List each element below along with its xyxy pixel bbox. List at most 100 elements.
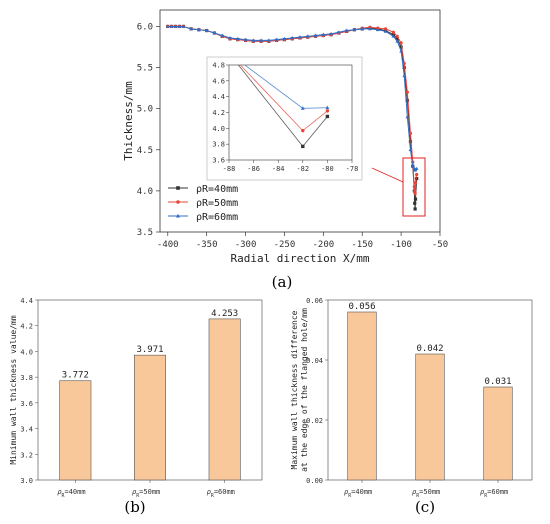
y-tick-label: 4.4 [20,297,33,305]
y-tick-label: 3.5 [137,228,153,238]
triangle-marker [391,34,396,38]
y-axis-ticks: 3.0 3.2 3.4 3.6 3.8 4.0 4.2 4.4 [20,297,38,485]
y-tick-label: 0.04 [306,357,323,365]
bar-value-label: 3.971 [136,345,163,355]
x-category-label: ρR=60mm [480,488,508,499]
square-marker [408,139,413,144]
x-axis-label: Radial direction X/mm [230,252,369,265]
circle-marker [408,131,413,135]
triangle-marker [408,147,413,152]
panel-label-b: (b) [124,498,145,516]
square-marker [413,207,417,211]
panel-label-c: (c) [415,498,435,516]
circle-marker [415,172,419,177]
circle-marker [413,189,417,193]
circle-marker [325,109,330,113]
x-tick-label: -150 [351,240,373,250]
triangle-marker [236,36,240,41]
inset-y-tick-label: 3.8 [212,141,225,149]
triangle-marker [405,114,410,119]
y-tick-label: 4.0 [137,187,153,197]
triangle-marker [251,38,256,42]
square-marker [301,144,305,149]
inset-x-tick-label: -80 [321,165,334,173]
bars: 3.772 ρR=40mm 3.971 ρR=50mm 4.253 ρR=60mm [57,309,241,499]
square-marker [413,201,417,205]
bar-value-label: 4.253 [211,309,238,319]
inset-y-tick-label: 4.6 [212,77,225,85]
y-axis-label-line-1: Maximum wall thickness difference [290,310,299,469]
triangle-marker [177,24,182,28]
y-tick-label: 3.0 [20,477,33,485]
bar-value-label: 0.042 [416,344,443,354]
circle-marker [413,191,417,195]
triangle-marker [321,32,326,36]
legend-label: ρR=60mm [196,212,238,223]
y-tick-label: 3.2 [20,451,33,459]
circle-marker [399,41,403,45]
triangle-marker [189,26,193,31]
y-tick-label: 0.00 [306,477,323,485]
x-category-label: ρR=40mm [57,488,85,499]
square-marker [415,176,419,181]
x-tick-label: -400 [157,240,179,250]
circle-marker [395,34,399,38]
inset-y-tick-label: 4.4 [212,93,225,101]
x-category-label: ρR=50mm [412,488,440,499]
triangle-marker [267,38,271,42]
bar [483,386,513,481]
x-category-label: ρR=60mm [207,488,235,499]
max-thickness-diff-bar-chart: 0.00 0.02 0.04 0.06 0.056 ρR=40mm 0.042 ρR=50m… [290,297,533,516]
x-tick-label: -100 [390,240,412,250]
x-category-label: ρR=50mm [132,488,160,499]
inset-background [206,56,363,181]
circle-marker [383,27,388,31]
triangle-marker [259,38,263,42]
circle-marker [412,185,416,189]
square-marker [399,45,403,49]
inset-y-tick-label: 4.8 [212,62,225,70]
inset-series [237,65,330,149]
bar [347,311,377,481]
x-axis-ticks: -400 -350 -300 -250 -200 -150 -100 -50 [157,232,448,250]
x-tick-label: -350 [196,240,218,250]
triangle-marker [368,26,372,31]
y-tick-label: 3.4 [20,426,33,434]
circle-marker [301,128,305,133]
circle-marker [405,90,409,94]
triangle-marker [360,26,364,31]
y-tick-label: 3.8 [20,374,33,382]
x-category-label: ρR=40mm [344,488,372,499]
y-axis-label-line-2: at the edge of the flanged hole/mm [300,308,309,472]
inset-x-tick-label: -88 [223,165,236,173]
legend-label: ρR=40mm [196,184,238,195]
zoom-pointer-line [371,167,404,183]
x-tick-label: -250 [274,240,296,250]
bar-value-label: 0.056 [348,302,375,312]
inset-x-tick-label: -86 [247,165,260,173]
plot-frame [159,9,441,233]
triangle-marker [181,24,186,28]
triangle-marker [282,36,287,41]
triangle-marker [298,35,302,39]
inset-x-tick-label: -78 [346,165,359,173]
triangle-marker [290,35,294,40]
triangle-marker [306,34,310,38]
bar [415,353,445,481]
triangle-marker [176,213,180,218]
triangle-marker [352,27,357,32]
x-tick-label: -200 [312,240,334,250]
inset-y-tick-label: 4.0 [212,125,225,133]
square-marker [325,114,330,119]
y-tick-label: 5.0 [137,105,153,115]
legend-label: ρR=50mm [196,198,238,209]
y-axis-label: Thickness/mm [122,81,135,161]
circle-marker [413,181,418,185]
square-marker [176,186,180,190]
triangle-marker [228,35,232,40]
bar-value-label: 0.031 [484,377,511,387]
triangle-marker [329,31,333,36]
triangle-marker [337,30,341,34]
bar [208,318,241,481]
circle-marker [391,30,395,34]
